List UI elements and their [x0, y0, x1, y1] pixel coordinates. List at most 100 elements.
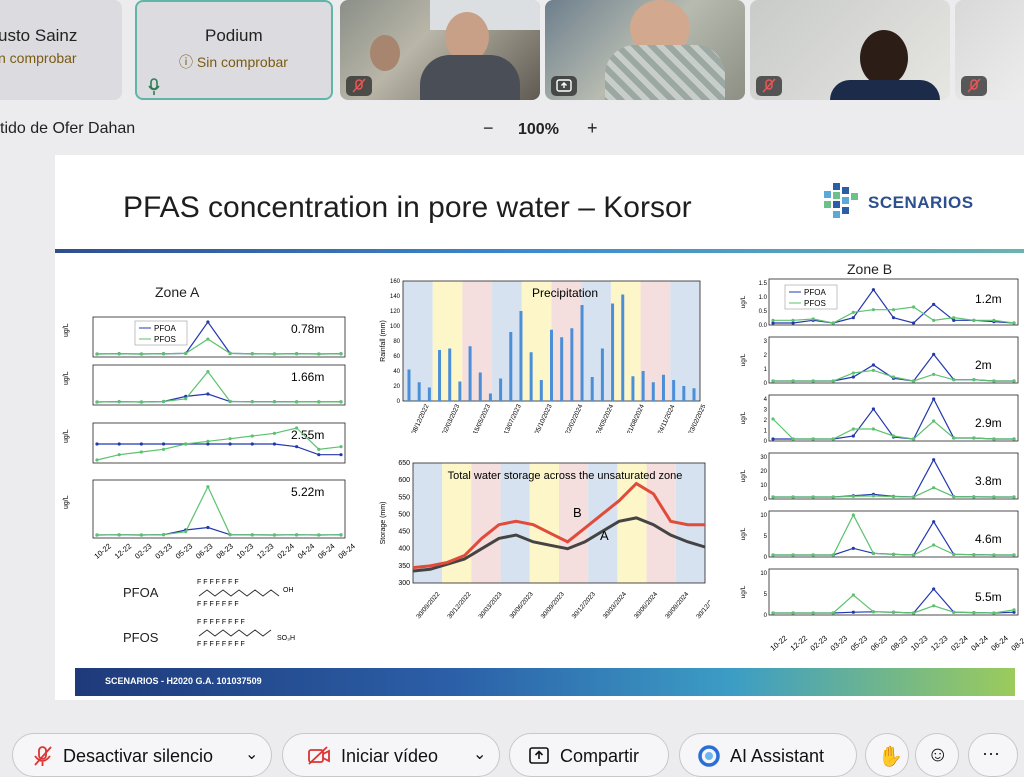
zoom-in-button[interactable]: +	[587, 118, 598, 138]
zone-b-panel-frame	[768, 336, 1019, 384]
participant-tile-active[interactable]: Podium ⓘ Sin comprobar	[135, 0, 333, 100]
rainfall-bar	[631, 376, 635, 401]
storage-line-A	[412, 516, 706, 573]
rainfall-bar	[611, 303, 615, 401]
ylabel: ug/L	[740, 353, 747, 366]
chevron-down-icon[interactable]: ⌄	[245, 746, 259, 763]
x-tick-label: 06-23	[869, 634, 889, 653]
rainfall-bar	[661, 374, 665, 401]
storage-ylabel: Storage (mm)	[380, 502, 387, 545]
pfoa-point	[952, 318, 956, 322]
rainfall-bar	[519, 311, 523, 401]
x-tick-label: 05-23	[174, 542, 194, 561]
ylabel: ug/L	[63, 495, 70, 509]
plot-frame	[412, 462, 706, 584]
pfos-point	[95, 533, 99, 537]
share-label: Compartir	[560, 746, 640, 766]
rainfall-bar	[682, 386, 686, 401]
pfoa-structure-label: PFOA	[123, 585, 159, 600]
legend-pfoa: PFOA	[804, 288, 826, 297]
pfoa-point	[932, 302, 936, 306]
pfos-point	[339, 400, 343, 404]
pfos-point	[952, 316, 956, 320]
participant-video[interactable]	[955, 0, 1024, 100]
y-tick-label: 0	[397, 399, 401, 405]
pfos-point	[791, 318, 795, 322]
pfos-point	[891, 308, 896, 312]
y-tick-label: 5	[764, 592, 768, 598]
zone-a-panel-frame	[92, 316, 346, 358]
y-tick-label: 10	[760, 571, 767, 577]
pfos-point	[911, 611, 916, 615]
y-tick-label: 160	[390, 279, 401, 285]
pfos-point	[184, 351, 188, 355]
pfos-point	[339, 445, 343, 449]
x-tick-label: 06-23	[194, 542, 214, 561]
x-tick-label: 21/08/2024	[626, 403, 646, 433]
pfos-point	[250, 400, 254, 404]
pfos-point	[851, 310, 855, 314]
legend-pfoa: PFOA	[154, 324, 176, 333]
pfos-point	[1012, 437, 1016, 441]
unmute-button[interactable]: Desactivar silencio ⌄	[12, 733, 272, 777]
y-tick-label: 2	[764, 418, 768, 424]
pfos-point	[972, 553, 976, 557]
ai-assistant-button[interactable]: AI Assistant	[679, 733, 857, 777]
start-video-button[interactable]: Iniciar vídeo ⌄	[282, 733, 500, 777]
pfos-point	[871, 368, 876, 372]
share-screen-icon	[529, 747, 549, 764]
zoom-out-button[interactable]: −	[483, 118, 494, 138]
participant-video[interactable]	[340, 0, 540, 100]
x-tick-label: 12-23	[929, 634, 949, 653]
y-tick-label: 10	[760, 483, 767, 489]
rainfall-bar	[539, 380, 543, 401]
svg-text:F F F F F F F: F F F F F F F	[197, 579, 239, 586]
x-tick-label: 30/03/2024	[602, 591, 629, 621]
reactions-button[interactable]: ☺	[915, 733, 959, 777]
pfos-point	[161, 399, 166, 404]
pfoa-line	[97, 443, 341, 456]
pfos-point	[952, 495, 956, 499]
pfos-point	[992, 611, 996, 615]
pfos-point	[184, 530, 188, 534]
pfos-point	[771, 611, 775, 615]
y-tick-label: 100	[390, 324, 401, 330]
pfos-point	[206, 370, 210, 374]
unmute-label: Desactivar silencio	[63, 746, 214, 766]
zone-a-chart: ug/L 0.78m ug/L 1.66m ug/L 2.55m ug/L 5.22m PFOA…	[63, 316, 355, 561]
pfos-point	[992, 553, 996, 557]
pfos-point	[932, 318, 936, 322]
participant-tile[interactable]: usto Sainz n comprobar	[0, 0, 122, 100]
screen-share-icon	[551, 76, 577, 96]
raise-hand-button[interactable]: ✋	[865, 733, 909, 777]
video-off-icon	[308, 746, 330, 765]
pfos-point	[272, 533, 277, 537]
meeting-toolbar: Desactivar silencio ⌄ Iniciar vídeo ⌄ Co…	[0, 706, 1024, 777]
svg-text:F F F F F F F: F F F F F F F	[197, 601, 239, 608]
pfos-point	[272, 431, 277, 435]
y-tick-label: 0.0	[759, 323, 768, 329]
storage-chart: 300 350 400 450 500 550 600 650 Storage (mm) Tota…	[380, 460, 710, 621]
rainfall-bar	[600, 348, 604, 401]
season-band	[471, 463, 501, 583]
microphone-icon	[148, 78, 160, 95]
participant-video[interactable]	[545, 0, 745, 100]
pfos-point	[952, 610, 956, 614]
pfoa-line	[96, 393, 341, 403]
mic-muted-icon	[346, 76, 372, 96]
pfoa-point	[932, 520, 936, 524]
pfoa-point	[317, 453, 321, 457]
y-tick-label: 30	[760, 455, 767, 461]
depth-label: 1.2m	[975, 292, 1002, 306]
pfos-line	[96, 427, 342, 461]
more-options-button[interactable]: ···	[968, 733, 1018, 777]
participant-video[interactable]	[750, 0, 950, 100]
pfoa-point	[206, 442, 210, 446]
y-tick-label: 400	[398, 546, 410, 553]
pfos-point	[771, 379, 775, 383]
depth-label: 2m	[975, 358, 992, 372]
pfos-point	[250, 533, 254, 537]
share-button[interactable]: Compartir	[509, 733, 669, 777]
pfos-point	[992, 318, 996, 322]
chevron-down-icon[interactable]: ⌄	[473, 746, 487, 763]
